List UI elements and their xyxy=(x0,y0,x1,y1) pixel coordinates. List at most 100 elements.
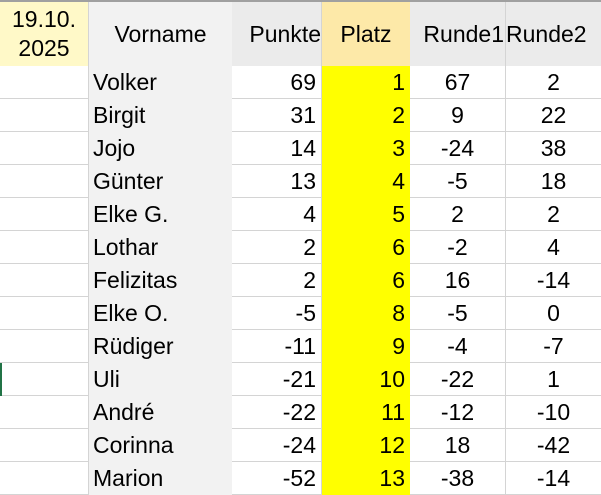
runde2-cell[interactable]: 2 xyxy=(506,66,601,99)
runde2-cell[interactable]: 22 xyxy=(506,99,601,132)
table-row: Jojo 14 3 -24 38 xyxy=(0,132,601,165)
name-cell[interactable]: Elke G. xyxy=(89,198,232,231)
punkte-cell[interactable]: 2 xyxy=(232,231,322,264)
runde1-cell[interactable]: 9 xyxy=(410,99,506,132)
empty-cell[interactable] xyxy=(0,66,89,99)
table-row: Birgit 31 2 9 22 xyxy=(0,99,601,132)
date-cell[interactable]: 19.10. 2025 xyxy=(0,2,89,66)
runde1-cell[interactable]: 2 xyxy=(410,198,506,231)
header-vorname[interactable]: Vorname xyxy=(89,2,232,66)
runde1-cell[interactable]: -5 xyxy=(410,297,506,330)
punkte-cell[interactable]: 2 xyxy=(232,264,322,297)
runde2-cell[interactable]: 38 xyxy=(506,132,601,165)
name-cell[interactable]: Volker xyxy=(89,66,232,99)
name-cell[interactable]: Rüdiger xyxy=(89,330,232,363)
empty-cell[interactable] xyxy=(0,429,89,462)
platz-cell[interactable]: 8 xyxy=(322,297,410,330)
table-row: Günter 13 4 -5 18 xyxy=(0,165,601,198)
name-cell[interactable]: Marion xyxy=(89,462,232,495)
punkte-cell[interactable]: -5 xyxy=(232,297,322,330)
runde1-cell[interactable]: -24 xyxy=(410,132,506,165)
runde2-cell[interactable]: -14 xyxy=(506,462,601,495)
name-cell[interactable]: Elke O. xyxy=(89,297,232,330)
header-row: 19.10. 2025 Vorname Punkte Platz Runde1 … xyxy=(0,0,601,66)
empty-cell[interactable] xyxy=(0,264,89,297)
date-line-2: 2025 xyxy=(18,35,70,61)
name-cell[interactable]: Günter xyxy=(89,165,232,198)
platz-cell[interactable]: 1 xyxy=(322,66,410,99)
punkte-cell[interactable]: 13 xyxy=(232,165,322,198)
runde1-cell[interactable]: -4 xyxy=(410,330,506,363)
punkte-cell[interactable]: -52 xyxy=(232,462,322,495)
empty-cell[interactable] xyxy=(0,231,89,264)
runde1-cell[interactable]: -38 xyxy=(410,462,506,495)
runde1-cell[interactable]: -22 xyxy=(410,363,506,396)
runde1-cell[interactable]: -2 xyxy=(410,231,506,264)
selection-marker xyxy=(0,363,2,396)
runde1-cell[interactable]: -5 xyxy=(410,165,506,198)
punkte-cell[interactable]: 69 xyxy=(232,66,322,99)
platz-cell[interactable]: 13 xyxy=(322,462,410,495)
runde1-cell[interactable]: -12 xyxy=(410,396,506,429)
name-cell[interactable]: Uli xyxy=(89,363,232,396)
punkte-cell[interactable]: 31 xyxy=(232,99,322,132)
platz-cell[interactable]: 3 xyxy=(322,132,410,165)
header-punkte[interactable]: Punkte xyxy=(232,2,322,66)
table-row: Elke O. -5 8 -5 0 xyxy=(0,297,601,330)
table-row: Elke G. 4 5 2 2 xyxy=(0,198,601,231)
empty-cell[interactable] xyxy=(0,363,89,396)
name-cell[interactable]: Lothar xyxy=(89,231,232,264)
header-platz[interactable]: Platz xyxy=(322,2,410,66)
runde2-cell[interactable]: 2 xyxy=(506,198,601,231)
runde2-cell[interactable]: -10 xyxy=(506,396,601,429)
runde2-cell[interactable]: -14 xyxy=(506,264,601,297)
empty-cell[interactable] xyxy=(0,198,89,231)
punkte-cell[interactable]: 4 xyxy=(232,198,322,231)
runde2-cell[interactable]: 4 xyxy=(506,231,601,264)
platz-cell[interactable]: 10 xyxy=(322,363,410,396)
empty-cell[interactable] xyxy=(0,396,89,429)
table-row: Volker 69 1 67 2 xyxy=(0,66,601,99)
table-row: Uli -21 10 -22 1 xyxy=(0,363,601,396)
table-row: Corinna -24 12 18 -42 xyxy=(0,429,601,462)
empty-cell[interactable] xyxy=(0,132,89,165)
header-runde1[interactable]: Runde1 xyxy=(410,2,506,66)
platz-cell[interactable]: 12 xyxy=(322,429,410,462)
empty-cell[interactable] xyxy=(0,462,89,495)
punkte-cell[interactable]: -24 xyxy=(232,429,322,462)
name-cell[interactable]: André xyxy=(89,396,232,429)
empty-cell[interactable] xyxy=(0,330,89,363)
runde2-cell[interactable]: 0 xyxy=(506,297,601,330)
name-cell[interactable]: Jojo xyxy=(89,132,232,165)
platz-cell[interactable]: 6 xyxy=(322,231,410,264)
platz-cell[interactable]: 5 xyxy=(322,198,410,231)
platz-cell[interactable]: 4 xyxy=(322,165,410,198)
runde1-cell[interactable]: 67 xyxy=(410,66,506,99)
table-row: Marion -52 13 -38 -14 xyxy=(0,462,601,495)
table-row: André -22 11 -12 -10 xyxy=(0,396,601,429)
name-cell[interactable]: Corinna xyxy=(89,429,232,462)
date-line-1: 19.10. xyxy=(12,6,76,32)
platz-cell[interactable]: 6 xyxy=(322,264,410,297)
table-row: Lothar 2 6 -2 4 xyxy=(0,231,601,264)
empty-cell[interactable] xyxy=(0,165,89,198)
empty-cell[interactable] xyxy=(0,297,89,330)
platz-cell[interactable]: 2 xyxy=(322,99,410,132)
empty-cell[interactable] xyxy=(0,99,89,132)
runde2-cell[interactable]: -42 xyxy=(506,429,601,462)
runde1-cell[interactable]: 16 xyxy=(410,264,506,297)
punkte-cell[interactable]: 14 xyxy=(232,132,322,165)
platz-cell[interactable]: 9 xyxy=(322,330,410,363)
platz-cell[interactable]: 11 xyxy=(322,396,410,429)
runde2-cell[interactable]: 1 xyxy=(506,363,601,396)
punkte-cell[interactable]: -22 xyxy=(232,396,322,429)
punkte-cell[interactable]: -11 xyxy=(232,330,322,363)
runde2-cell[interactable]: -7 xyxy=(506,330,601,363)
name-cell[interactable]: Birgit xyxy=(89,99,232,132)
table-row: Rüdiger -11 9 -4 -7 xyxy=(0,330,601,363)
runde2-cell[interactable]: 18 xyxy=(506,165,601,198)
name-cell[interactable]: Felizitas xyxy=(89,264,232,297)
header-runde2[interactable]: Runde2 xyxy=(506,2,601,66)
punkte-cell[interactable]: -21 xyxy=(232,363,322,396)
runde1-cell[interactable]: 18 xyxy=(410,429,506,462)
